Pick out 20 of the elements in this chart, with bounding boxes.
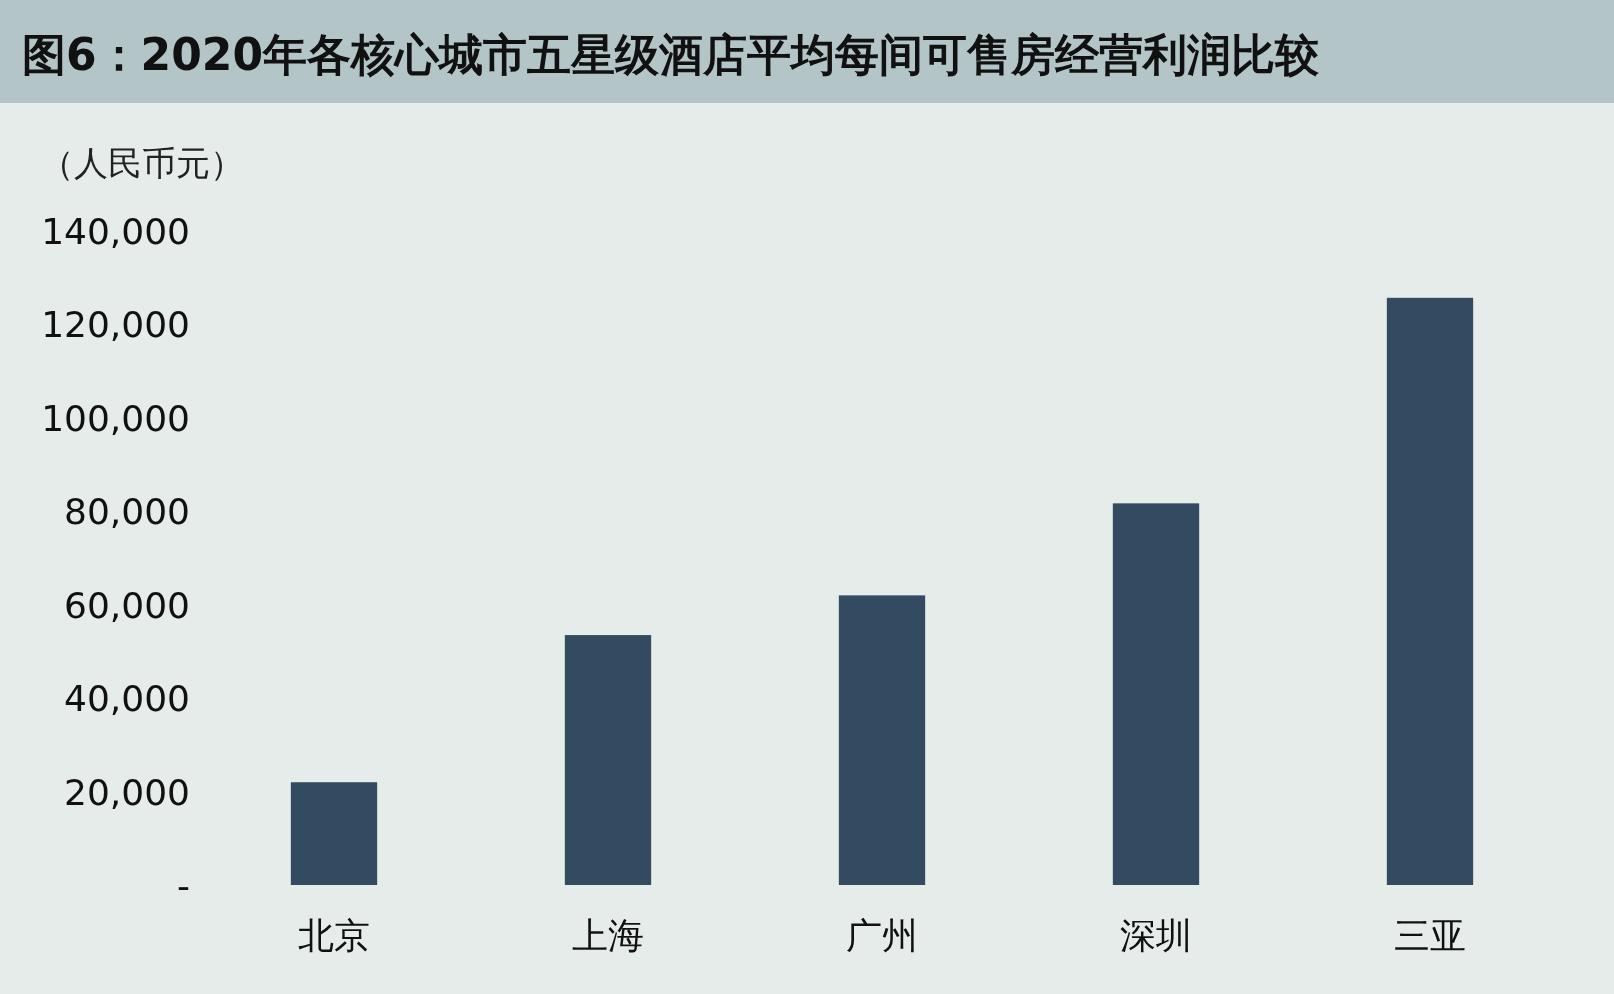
chart-title: 图6：2020年各核心城市五星级酒店平均每间可售房经营利润比较 bbox=[22, 29, 1321, 80]
y-tick-label: 80,000 bbox=[64, 491, 190, 533]
x-tick-label: 广州 bbox=[846, 915, 918, 956]
x-tick-label: 上海 bbox=[572, 915, 644, 956]
y-tick-label: 40,000 bbox=[64, 678, 190, 720]
bar bbox=[564, 635, 652, 885]
y-tick-label: 20,000 bbox=[64, 771, 190, 813]
bar bbox=[290, 782, 378, 885]
bar bbox=[1112, 503, 1200, 885]
x-tick-label: 三亚 bbox=[1394, 915, 1466, 956]
y-tick-label: 60,000 bbox=[64, 584, 190, 626]
y-axis-title: （人民币元） bbox=[40, 143, 244, 183]
bar bbox=[838, 595, 926, 885]
y-tick-label: 120,000 bbox=[41, 304, 190, 346]
y-tick-label: 100,000 bbox=[41, 397, 190, 439]
bar bbox=[1386, 297, 1474, 885]
y-tick-label: 140,000 bbox=[41, 211, 190, 252]
y-tick-label: - bbox=[177, 865, 190, 906]
x-tick-label: 深圳 bbox=[1120, 915, 1192, 956]
x-tick-label: 北京 bbox=[298, 915, 370, 956]
